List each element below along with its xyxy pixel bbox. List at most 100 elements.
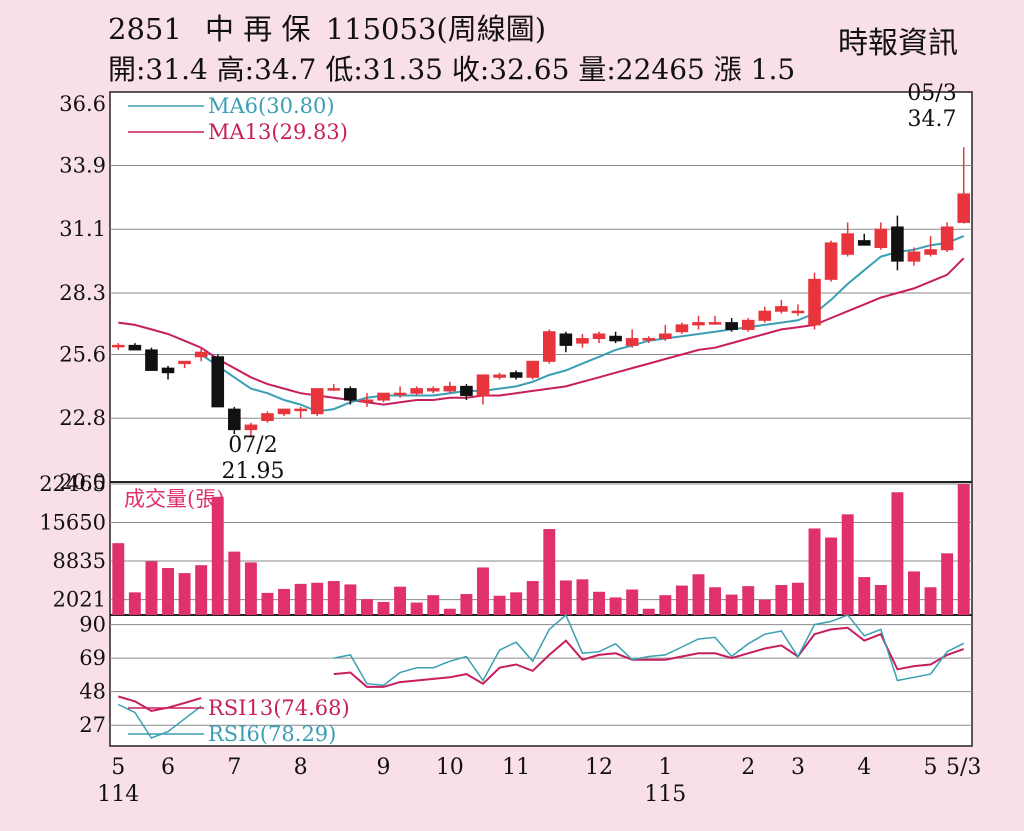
volume-bar <box>908 571 920 615</box>
month-label: 3 <box>791 755 805 780</box>
candle <box>344 386 357 405</box>
volume-bar <box>145 561 158 615</box>
volume-bar <box>675 585 688 615</box>
candle <box>642 336 656 344</box>
candle-body <box>609 335 622 342</box>
candle <box>708 315 722 325</box>
candle <box>426 386 440 394</box>
volume-bar <box>477 567 489 615</box>
volume-bar <box>775 584 788 615</box>
candle <box>625 329 639 348</box>
volume-bar <box>278 588 291 615</box>
volume-tick-label: 2021 <box>53 588 106 612</box>
candle <box>161 365 175 380</box>
volume-bar <box>460 594 473 615</box>
volume-bar <box>692 574 705 615</box>
candle-body <box>244 424 258 431</box>
candle-body <box>841 233 854 255</box>
high-date-label: 05/3 <box>907 81 956 106</box>
volume-bar <box>709 587 722 615</box>
month-label: 2 <box>741 755 755 780</box>
candle <box>294 406 307 419</box>
candle-body <box>277 408 291 415</box>
volume-bar <box>609 597 622 615</box>
candle <box>924 236 937 257</box>
candle-body <box>559 333 573 346</box>
volume-bar <box>576 579 589 615</box>
candle-body <box>857 240 871 246</box>
price-tick-label: 33.9 <box>59 153 106 177</box>
candle <box>393 386 407 398</box>
candle <box>128 343 142 351</box>
candle-body <box>891 226 904 262</box>
candle-body <box>675 324 689 333</box>
candle-body <box>692 322 705 326</box>
grid <box>110 164 972 726</box>
candle <box>907 247 921 266</box>
candle-body <box>542 331 556 362</box>
stock-code: 2851 <box>108 12 182 46</box>
candle <box>808 272 821 330</box>
candle <box>360 393 374 407</box>
volume-bar <box>311 582 324 615</box>
candle <box>576 333 589 348</box>
volume-bar <box>543 529 556 615</box>
volume-bar <box>427 595 440 615</box>
candle <box>857 233 871 246</box>
candle-body <box>741 319 755 330</box>
volume-bar <box>858 577 871 615</box>
candle-body <box>758 310 772 321</box>
stock-name: 中 再 保 <box>205 12 311 46</box>
low-date-label: 07/2 <box>228 433 277 458</box>
candle-body <box>178 360 191 365</box>
volume-bar <box>410 602 423 615</box>
candle-body <box>708 322 722 325</box>
volume-bar <box>841 514 854 615</box>
volume-bar <box>344 584 357 615</box>
candle <box>841 222 854 257</box>
volume-bar <box>725 594 738 615</box>
candle <box>111 343 125 350</box>
candle <box>493 372 506 380</box>
candle <box>228 406 241 435</box>
candle-body <box>808 278 821 326</box>
candle-body <box>924 249 937 255</box>
candle-body <box>161 367 175 374</box>
price-summary: 開:31.4 高:34.7 低:31.35 收:32.65 量:22465 漲 … <box>108 53 796 86</box>
candle-body <box>957 193 971 223</box>
candle <box>824 240 838 282</box>
volume-bar <box>377 601 390 615</box>
volume-bar <box>327 581 340 615</box>
month-label: 5 <box>111 755 125 780</box>
price-tick-label: 28.3 <box>59 281 106 305</box>
candle-body <box>344 388 357 401</box>
volume-bar <box>742 586 755 615</box>
plot-area <box>109 91 973 747</box>
chart-period: 115053(周線圖) <box>325 12 547 46</box>
candle <box>791 304 805 316</box>
month-label: 4 <box>857 755 871 780</box>
rsi-tick-label: 69 <box>79 646 106 670</box>
candle <box>410 386 423 396</box>
candle <box>725 318 738 332</box>
candle-body <box>294 408 307 412</box>
price-legend-label: MA13(29.83) <box>208 120 348 144</box>
volume-bar <box>394 586 407 615</box>
volume-bar <box>957 484 970 615</box>
volume-bar <box>791 582 804 615</box>
volume-bar <box>128 592 141 615</box>
candle-body <box>725 322 738 330</box>
month-label: 5/3 <box>946 755 981 780</box>
volume-bar <box>211 496 224 615</box>
legends: MA6(30.80)MA13(29.83) RSI13(74.68)RSI6(78… <box>124 94 350 746</box>
candle-body <box>659 333 672 340</box>
volume-bar <box>626 589 639 615</box>
low-value-label: 21.95 <box>222 459 285 484</box>
rsi-legend-label: RSI13(74.68) <box>208 696 350 720</box>
candle <box>178 360 191 369</box>
volume-bar <box>493 595 506 615</box>
candle <box>891 215 904 271</box>
